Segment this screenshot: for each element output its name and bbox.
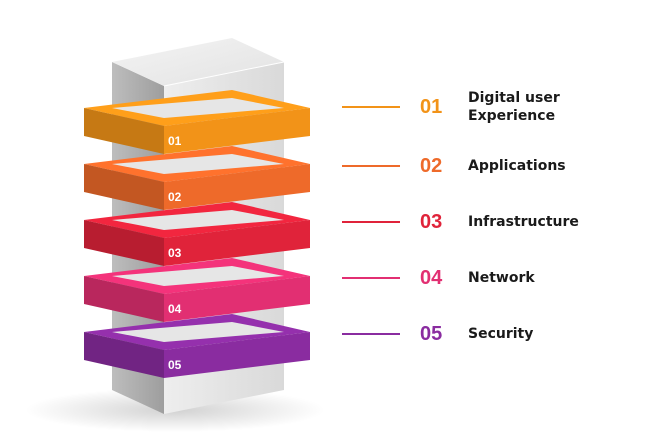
- legend-item-network: 04 Network: [342, 258, 642, 298]
- ring-right-face: [164, 220, 310, 266]
- legend-label: Digital user Experience: [468, 90, 560, 124]
- ring-right-face: [164, 276, 310, 322]
- ring-left-face: [84, 276, 164, 322]
- legend-item-digital-user-experience: 01 Digital user Experience: [342, 87, 642, 127]
- ring-number-label: 03: [168, 246, 182, 260]
- legend-item-applications: 02 Applications: [342, 146, 642, 186]
- legend-connector-line: [342, 106, 400, 108]
- legend-item-infrastructure: 03 Infrastructure: [342, 202, 642, 242]
- legend-number: 02: [420, 155, 443, 177]
- legend-label: Network: [468, 270, 535, 286]
- legend-label: Infrastructure: [468, 214, 579, 230]
- ring-left-face: [84, 108, 164, 154]
- legend-number: 01: [420, 96, 443, 118]
- layer-ring-04: 04: [84, 258, 310, 322]
- legend-connector-line: [342, 333, 400, 335]
- ring-right-face: [164, 164, 310, 210]
- legend-number: 05: [420, 323, 443, 345]
- ring-number-label: 02: [168, 190, 182, 204]
- legend-item-security: 05 Security: [342, 314, 642, 354]
- legend-connector-line: [342, 277, 400, 279]
- ring-number-label: 04: [168, 302, 182, 316]
- column-top-edge: [163, 61, 285, 87]
- legend-connector-line: [342, 221, 400, 223]
- ring-number-label: 01: [168, 134, 182, 148]
- layer-ring-02: 02: [84, 146, 310, 210]
- ring-inner-opening: [112, 154, 284, 174]
- legend-number: 03: [420, 211, 443, 233]
- legend-connector-line: [342, 165, 400, 167]
- layer-ring-03: 03: [84, 202, 310, 266]
- ring-number-label: 05: [168, 358, 182, 372]
- ring-inner-opening: [112, 98, 284, 118]
- ring-left-face: [84, 332, 164, 378]
- layer-ring-05: 05: [84, 314, 310, 378]
- ring-left-face: [84, 220, 164, 266]
- column-top-face: [112, 38, 284, 86]
- ring-left-face: [84, 164, 164, 210]
- ring-right-face: [164, 332, 310, 378]
- ring-inner-opening: [112, 322, 284, 342]
- ring-inner-opening: [112, 266, 284, 286]
- ring-inner-opening: [112, 210, 284, 230]
- layer-ring-01: 01: [84, 90, 310, 154]
- legend-label: Applications: [468, 158, 566, 174]
- layer-rings: 01 02 03 04 05: [84, 90, 310, 378]
- ring-right-face: [164, 108, 310, 154]
- legend-number: 04: [420, 267, 443, 289]
- legend-label: Security: [468, 326, 534, 342]
